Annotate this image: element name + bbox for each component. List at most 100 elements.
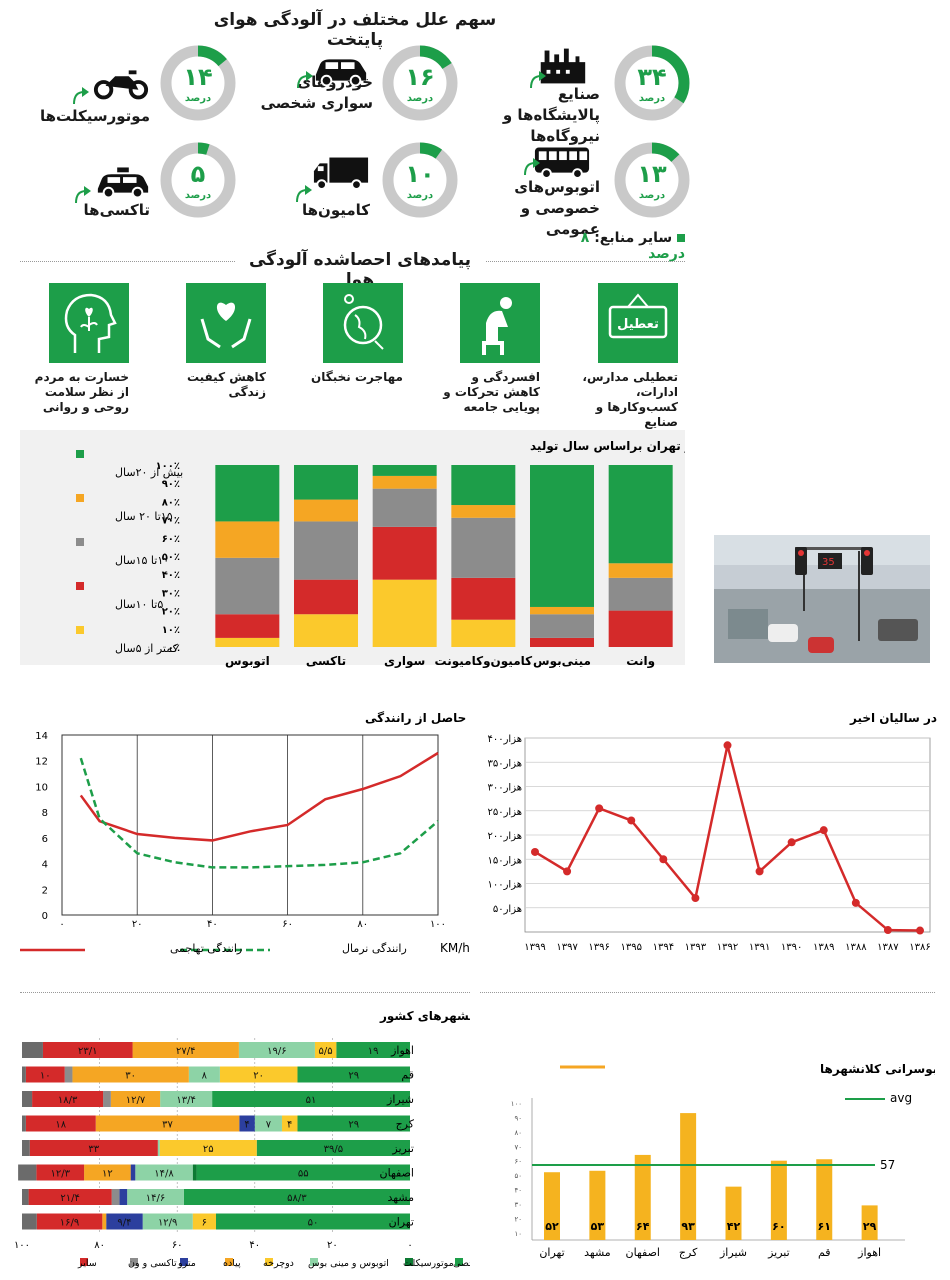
legend-swatch [310, 1258, 318, 1266]
source-label: کامیون‌ها [301, 201, 370, 219]
bar-segment [372, 579, 437, 647]
bar-segment [28, 1189, 112, 1205]
bar-segment [159, 1140, 257, 1156]
y-tick-label: ۱۰٪ [162, 625, 180, 636]
depressed-person-icon [482, 297, 512, 355]
chart-title: عمر ناوگان وسایل نقلیه در حال تردد شهر ت… [530, 439, 685, 454]
legend-swatch [76, 538, 84, 546]
ring-percent: ۵ [191, 160, 206, 188]
bar-segment [294, 499, 358, 522]
legend-swatch [405, 1258, 413, 1266]
data-label: ۵۰ [308, 1218, 319, 1229]
factory-icon [540, 48, 586, 84]
data-point [531, 847, 539, 856]
y-tick-label: ۴۰ [514, 1187, 522, 1195]
data-label: ۲۷/۴ [176, 1046, 195, 1057]
bar-segment [25, 1115, 96, 1132]
traffic-photo: 35 [708, 529, 936, 669]
bar-segment [119, 1189, 128, 1205]
y-tick-label: اهواز [390, 1044, 414, 1057]
bar-segment [36, 1164, 85, 1181]
ring-gauge: ۱۶ درصد [382, 45, 458, 121]
data-label: ۲۵ [203, 1144, 214, 1155]
legend-label: سواری شخصی [453, 1258, 470, 1269]
consequence-card [460, 283, 540, 363]
legend-swatch [76, 582, 84, 590]
bar-segment [192, 1164, 197, 1181]
y-tick-label: قم [401, 1069, 414, 1082]
source-label: صنایع پالایشگاه‌ها و نیروگاه‌ها [502, 85, 600, 145]
ring-unit: درصد [407, 93, 433, 104]
bar-segment [22, 1066, 26, 1083]
x-tick-label: کرج [679, 1246, 698, 1259]
data-point [595, 804, 604, 813]
bar-segment [281, 1115, 298, 1132]
y-tick-label: ۳۰۰هزار [487, 783, 522, 794]
data-label: ۳۰ [125, 1071, 136, 1082]
data-label: ۱۶/۹ [60, 1218, 79, 1229]
y-tick-label: ۰٪ [168, 643, 180, 654]
x-tick-label: ۱۰۰ [430, 919, 446, 930]
data-point [691, 894, 700, 903]
y-tick-label: 0 [42, 911, 48, 922]
data-label: ۱۸/۳ [58, 1095, 78, 1106]
bar-segment [239, 1115, 255, 1132]
trend-arrow-icon [524, 158, 540, 176]
x-tick-label: ۱۳۹۷ [556, 942, 578, 953]
y-tick-label: ۵۰هزار [493, 904, 522, 915]
x-tick-label: اهواز [857, 1246, 881, 1259]
data-label: ۱۰ [40, 1071, 51, 1082]
y-tick-label: ۳۰٪ [162, 588, 180, 599]
y-tick-label: اصفهان [380, 1167, 414, 1180]
bar [544, 1172, 560, 1240]
y-tick-label: ۶۰ [514, 1158, 522, 1166]
bar-segment [22, 1091, 33, 1107]
ring-unit: درصد [185, 190, 211, 201]
bar-segment [183, 1189, 410, 1205]
data-label: ۱۳/۴ [176, 1095, 195, 1106]
bar-segment [372, 465, 437, 476]
bar [725, 1186, 742, 1240]
ring-percent: ۱۶ [405, 63, 434, 91]
legend-label: رانندگی نرمال [342, 942, 407, 955]
travel-mode-chart: سهم شیوه‌های مختلف سفر در کلانشهرهای کشو… [14, 1009, 470, 1269]
bar-segment [336, 1042, 410, 1058]
data-label: ۱۲/۷ [126, 1095, 146, 1106]
data-label: ۸ [202, 1071, 208, 1082]
series-line [79, 751, 439, 842]
data-label: ۶۴ [636, 1220, 650, 1233]
data-label: ۲۳/۱ [78, 1046, 97, 1057]
bar-segment [22, 1213, 37, 1230]
bar [680, 1113, 697, 1240]
bar-segment [72, 1066, 189, 1083]
bar-segment [608, 610, 673, 647]
x-tick-label: ۴۰ [249, 1240, 260, 1251]
legend-swatch [76, 494, 84, 502]
bar-segment [451, 577, 516, 620]
data-point [627, 816, 636, 825]
bar-segment [111, 1189, 120, 1205]
data-label: ۶ [202, 1218, 207, 1229]
bar-segment [188, 1066, 220, 1083]
data-point [819, 826, 828, 835]
bar-segment [106, 1213, 143, 1230]
bar-segment [294, 579, 358, 615]
y-tick-label: ۸۰ [514, 1129, 522, 1137]
ring-percent: ۳۴ [637, 63, 666, 91]
ring-gauge: ۱۴ درصد [160, 45, 236, 121]
y-tick-label: 4 [42, 860, 48, 871]
ring-gauge: ۱۳ درصد [614, 142, 690, 218]
x-axis-label: سرعت KM/hr [440, 941, 470, 956]
x-tick-label: ۱۳۸۷ [877, 942, 899, 953]
bar-segment [212, 1091, 410, 1107]
bar-segment [22, 1140, 30, 1156]
x-tick-label: ۰ [407, 1240, 412, 1251]
y-tick-label: ۷۰٪ [162, 516, 180, 527]
y-tick-label: ۱۰ [514, 1230, 522, 1238]
bar-segment [372, 526, 437, 580]
data-label: ۱۴/۶ [146, 1193, 165, 1204]
data-point [659, 855, 668, 864]
other-sources-value: ۸ درصد [580, 230, 685, 262]
consequence-card [49, 283, 129, 363]
data-point [916, 926, 924, 935]
